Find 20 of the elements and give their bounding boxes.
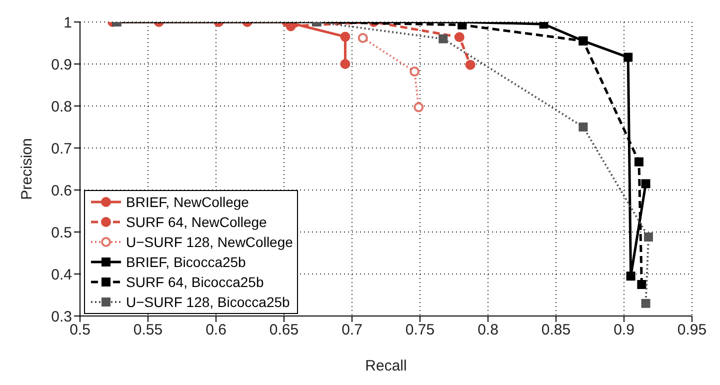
- y-tick-label: 0.3: [51, 308, 72, 326]
- x-tick-label: 0.5: [70, 322, 90, 339]
- y-tick-label: 1: [64, 14, 72, 32]
- x-tick-label: 0.7: [342, 322, 362, 339]
- x-tick-label: 0.75: [405, 322, 435, 339]
- x-tick-label: 0.55: [133, 322, 163, 339]
- y-tick-label: 0.8: [51, 98, 72, 116]
- x-tick-label: 0.9: [614, 322, 634, 339]
- x-tick-label: 0.6: [206, 322, 226, 339]
- y-axis-title: Precision: [18, 138, 36, 200]
- x-axis-title: Recall: [365, 358, 407, 375]
- x-tick-label: 0.95: [677, 322, 707, 339]
- y-tick-label: 0.6: [51, 182, 72, 200]
- x-tick-label: 0.65: [269, 322, 299, 339]
- x-tick-label: 0.8: [478, 322, 498, 339]
- y-tick-label: 0.9: [51, 56, 72, 74]
- y-tick-label: 0.7: [51, 140, 72, 158]
- x-tick-label: 0.85: [541, 322, 571, 339]
- y-tick-label: 0.5: [51, 224, 72, 242]
- y-tick-label: 0.4: [51, 266, 72, 284]
